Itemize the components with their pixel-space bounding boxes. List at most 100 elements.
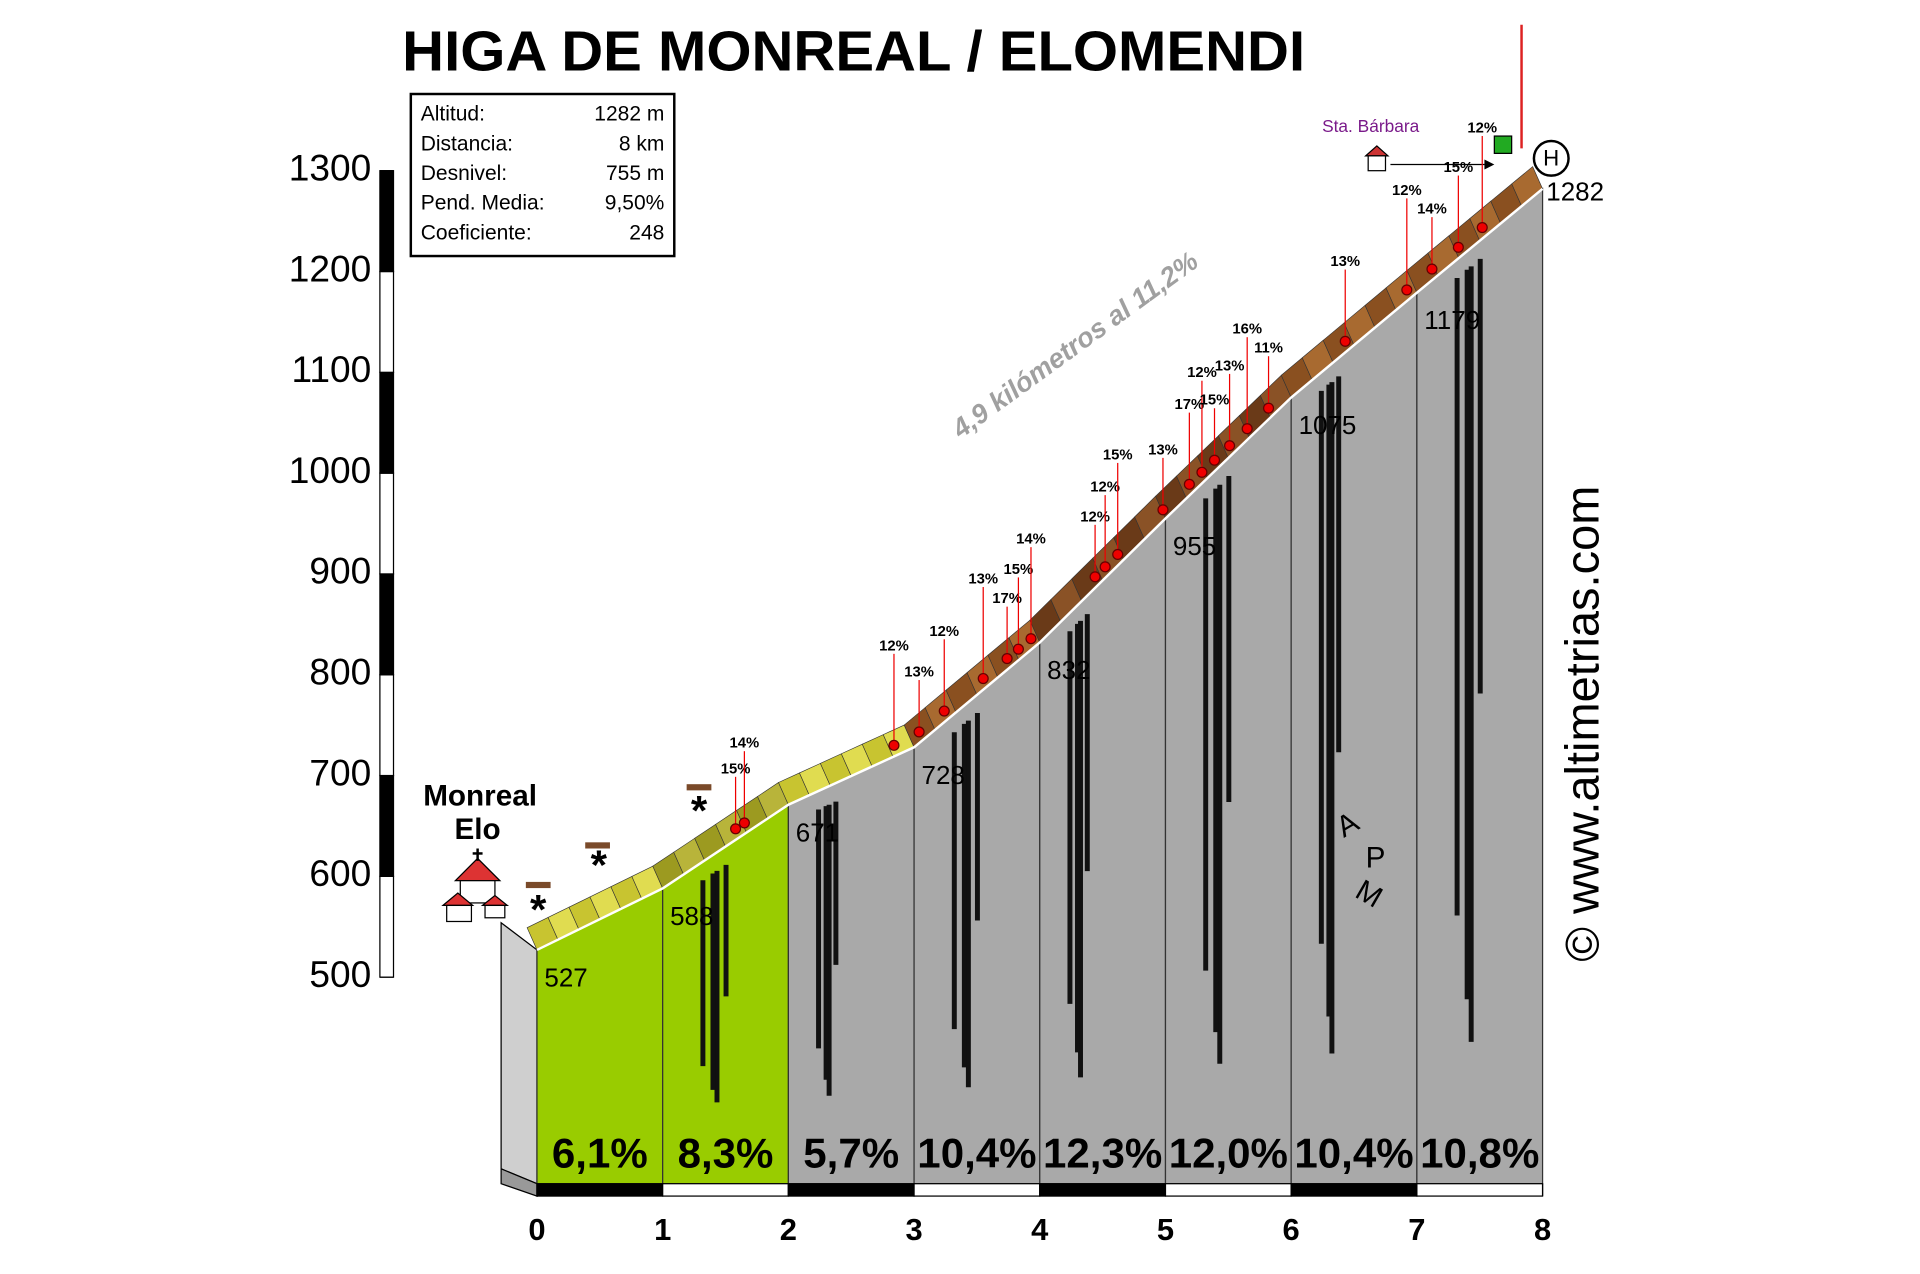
x-tick-label: 1 [654, 1212, 671, 1247]
info-label: Pend. Media: [421, 192, 545, 215]
start-place: Elo [455, 813, 501, 846]
ramp-dot [1208, 454, 1221, 466]
y-tick-label: 1300 [289, 146, 372, 188]
ramp-dot [1012, 643, 1024, 655]
ramp-dot [1401, 284, 1413, 296]
elevation-label: 1282 [1546, 177, 1604, 207]
ramp-label: 15% [1444, 160, 1474, 176]
logo-letter: P [1366, 841, 1386, 874]
km-block [662, 1183, 789, 1197]
info-label: Desnivel: [421, 162, 507, 185]
y-tick-label: 1200 [289, 247, 372, 289]
segment-panel [787, 746, 915, 1185]
x-tick-label: 6 [1283, 1212, 1300, 1247]
elevation-label: 527 [544, 962, 587, 992]
x-tick-label: 2 [780, 1212, 797, 1247]
scale-block [379, 472, 395, 575]
ramp-dot [1224, 440, 1236, 452]
y-tick-label: 600 [309, 852, 371, 894]
km-block [1164, 1183, 1292, 1197]
ramp-dot [1025, 633, 1037, 645]
ramp-dot [738, 817, 750, 829]
ramp-label: 12% [1392, 183, 1422, 199]
ramp-dot [1339, 335, 1351, 347]
ramp-label: 12% [879, 638, 909, 654]
ramp-label: 12% [1090, 480, 1120, 496]
x-tick-label: 4 [1031, 1212, 1049, 1247]
ramp-dot [1089, 571, 1101, 583]
ramp-label: 13% [904, 665, 934, 681]
gradient-label: 10,4% [1294, 1130, 1413, 1177]
elevation-label: 1075 [1299, 410, 1357, 440]
ramp-dot [938, 705, 950, 717]
x-tick-label: 5 [1157, 1212, 1174, 1247]
side-face [500, 921, 538, 1185]
scale-block [379, 875, 395, 978]
chapel-icon [1364, 24, 1523, 172]
church-icon [441, 848, 510, 923]
km-block [913, 1183, 1041, 1197]
ramp-label: 14% [1016, 532, 1046, 548]
chart-title: HIGA DE MONREAL / ELOMENDI [402, 20, 1305, 84]
km-block [536, 1183, 664, 1197]
ramp-label: 15% [1200, 393, 1230, 409]
scale-block [379, 774, 395, 877]
elevation-label: 1179 [1424, 305, 1480, 335]
ramp-dot [913, 726, 925, 738]
ramp-dot [1099, 561, 1111, 573]
info-value: 9,50% [605, 192, 665, 215]
profile-line [536, 187, 1544, 952]
info-value: 8 km [619, 132, 665, 155]
gradient-label: 5,7% [803, 1130, 899, 1177]
ramp-dot [1001, 653, 1013, 665]
ramp-dot [1112, 548, 1124, 561]
info-value: 1282 m [594, 103, 664, 126]
scale-block [379, 270, 395, 373]
elevation-label: 955 [1173, 531, 1216, 561]
x-tick-label: 3 [905, 1212, 922, 1247]
ramp-label: 14% [730, 736, 760, 752]
ramp-dot [1426, 263, 1438, 275]
ramp-label: 15% [1004, 562, 1034, 578]
ramp-dot [1157, 504, 1169, 516]
ramp-label: 17% [992, 591, 1022, 607]
ramp-label: 11% [1254, 341, 1283, 357]
ramp-label: 15% [1103, 447, 1133, 463]
ramp-label: 12% [929, 624, 959, 640]
ramp-label: 17% [1175, 397, 1205, 413]
x-tick-label: 0 [528, 1212, 545, 1247]
scale-block [379, 674, 395, 777]
gradient-label: 12,3% [1043, 1130, 1162, 1177]
ramp-dot [888, 739, 900, 751]
summit-place: Sta. Bárbara [1322, 116, 1419, 136]
ramp-label: 14% [1417, 202, 1447, 218]
scale-block [379, 573, 395, 676]
summit-marker-circle [1532, 139, 1570, 177]
scale-block [379, 170, 395, 273]
ramp-label: 15% [721, 761, 751, 777]
gradient-label: 6,1% [552, 1130, 648, 1177]
annotation: 4,9 kilómetros al 11,2% [945, 245, 1203, 445]
y-tick-label: 900 [309, 550, 371, 592]
start-place: Monreal [423, 780, 537, 813]
ramp-label: 12% [1080, 509, 1110, 525]
y-tick-label: 700 [309, 751, 371, 793]
ramp-dot [1476, 221, 1488, 234]
gradient-label: 8,3% [678, 1130, 774, 1177]
ramp-label: 13% [968, 571, 998, 587]
km-block [787, 1183, 915, 1197]
y-tick-label: 800 [309, 651, 371, 693]
ramp-dot [1241, 423, 1253, 435]
x-tick-label: 7 [1408, 1212, 1425, 1247]
y-tick-label: 1100 [291, 348, 371, 390]
gradient-label: 12,0% [1169, 1130, 1288, 1177]
summit-marker: H [1543, 145, 1559, 170]
svg-text:*: * [691, 787, 708, 834]
info-value: 248 [629, 221, 664, 244]
x-tick-label: 8 [1534, 1212, 1551, 1247]
elevation-label: 728 [922, 760, 965, 790]
info-label: Coeficiente: [421, 221, 532, 244]
ramp-dot [1183, 478, 1195, 490]
